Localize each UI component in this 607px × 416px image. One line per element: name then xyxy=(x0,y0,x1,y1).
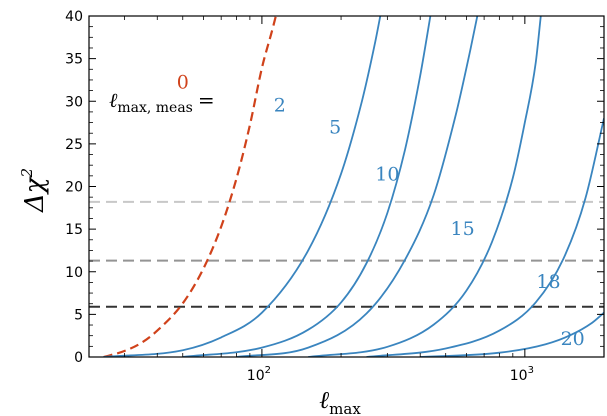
plot-marks: 0 2 5 10 15 18 20 xyxy=(89,16,604,357)
series-line-15 xyxy=(308,16,542,357)
x-axis-title-sub: max xyxy=(329,400,361,416)
y-tick-label-40: 40 xyxy=(65,9,83,25)
series-label-5: 5 xyxy=(329,117,341,139)
y-tick-label-15: 15 xyxy=(65,222,83,238)
x-axis-title-main: ℓ xyxy=(319,386,329,414)
x-tick-label-exp: 3 xyxy=(528,365,534,376)
plot-area xyxy=(89,16,604,357)
series-label-18: 18 xyxy=(536,271,560,293)
series-label-2: 2 xyxy=(274,94,286,116)
legend-title: ℓmax, meas = xyxy=(109,88,215,116)
y-tick-label-25: 25 xyxy=(65,137,83,153)
series-label-20: 20 xyxy=(561,328,585,350)
x-tick-label-100: 102 xyxy=(247,365,271,384)
x-tick-label-base: 10 xyxy=(510,368,528,384)
series-label-15: 15 xyxy=(451,218,475,240)
x-axis-title: ℓmax xyxy=(319,386,361,416)
series-label-0: 0 xyxy=(177,71,189,93)
series-line-18 xyxy=(366,118,604,357)
y-tick-label-5: 5 xyxy=(74,307,83,323)
series-line-5 xyxy=(182,16,432,357)
axis-ticks xyxy=(89,15,605,358)
y-tick-label-30: 30 xyxy=(65,94,83,110)
y-axis-title-sup: 2 xyxy=(18,168,36,179)
series-line-10 xyxy=(236,16,479,357)
y-axis-title: Δχ2 xyxy=(18,168,50,213)
series-line-0 xyxy=(103,16,277,357)
series-label-10: 10 xyxy=(375,164,399,186)
legend-title-sub: max, meas xyxy=(117,100,193,116)
y-axis-title-main: Δχ xyxy=(20,175,50,213)
series-line-2 xyxy=(103,16,382,357)
x-tick-label-1000: 103 xyxy=(510,365,534,384)
y-tick-label-10: 10 xyxy=(65,265,83,281)
legend-title-main: ℓ xyxy=(109,88,118,112)
y-tick-label-35: 35 xyxy=(65,52,83,68)
series-line-20 xyxy=(420,312,604,357)
y-tick-label-0: 0 xyxy=(74,350,83,366)
y-tick-label-20: 20 xyxy=(65,180,83,196)
x-tick-label-exp: 2 xyxy=(265,365,271,376)
legend-title-suffix: = xyxy=(198,88,215,112)
x-tick-label-base: 10 xyxy=(247,368,265,384)
